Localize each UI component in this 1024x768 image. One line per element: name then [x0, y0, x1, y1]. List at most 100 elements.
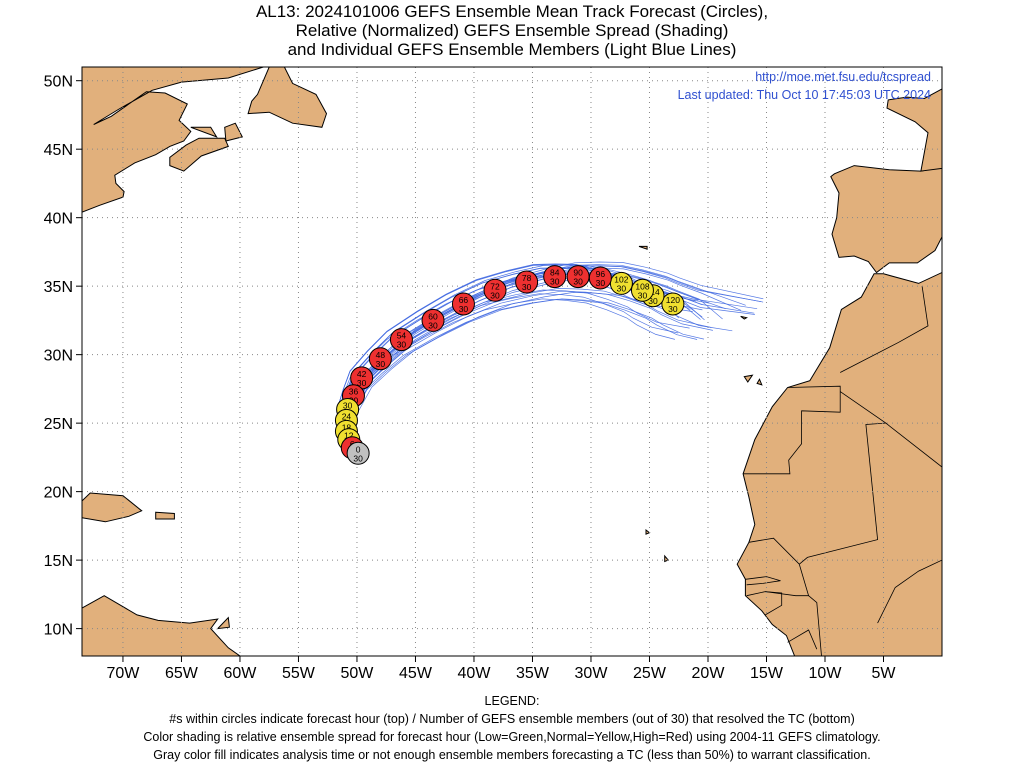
border-mauritania-senegal [748, 537, 800, 565]
x-tick-label: 45W [399, 665, 433, 682]
x-tick-label: 65W [165, 665, 199, 682]
madeira [740, 315, 748, 320]
title-line-2: Relative (Normalized) GEFS Ensemble Spre… [295, 21, 729, 40]
member-count-label: 30 [490, 290, 500, 300]
member-count-label: 30 [357, 378, 367, 388]
newfoundland-landmass [247, 67, 328, 128]
legend-heading: LEGEND: [484, 694, 540, 708]
forecast-hour-label: 90 [573, 268, 583, 278]
forecast-circle [483, 278, 507, 302]
x-tick-label: 50W [341, 665, 375, 682]
forecast-hour-label: 30 [343, 400, 353, 410]
forecast-circle [421, 308, 445, 332]
x-tick-label: 30W [575, 665, 609, 682]
forecast-hour-label: 84 [550, 268, 560, 278]
y-tick-label: 10N [44, 622, 73, 639]
member-count-label: 30 [353, 453, 363, 463]
forecast-hour-label: 78 [522, 273, 532, 283]
border-guinea-bissau [746, 591, 783, 616]
forecast-hour-label: 96 [596, 269, 606, 279]
y-tick-label: 20N [44, 485, 73, 502]
hispaniola-landmass [82, 492, 143, 523]
forecast-hour-label: 48 [376, 350, 386, 360]
border-gambia [745, 576, 781, 586]
legend-line-gray: Gray color fill indicates analysis time … [153, 748, 871, 762]
forecast-circle [368, 347, 392, 371]
x-tick-label: 70W [106, 665, 140, 682]
x-tick-label: 20W [692, 665, 726, 682]
x-tick-label: 5W [871, 665, 896, 682]
x-tick-label: 40W [458, 665, 492, 682]
forecast-hour-label: 12 [344, 431, 354, 441]
y-tick-label: 15N [44, 553, 73, 570]
member-count-label: 30 [376, 359, 386, 369]
member-count-label: 30 [459, 304, 469, 314]
source-url[interactable]: http://moe.met.fsu.edu/tcspread [755, 70, 931, 84]
member-count-label: 30 [617, 283, 627, 293]
y-tick-label: 45N [44, 142, 73, 159]
member-count-label: 30 [573, 277, 583, 287]
iberia-landmass [830, 165, 942, 274]
border-western-sahara [743, 385, 841, 475]
france-landmass [886, 88, 942, 172]
pei-landmass [190, 126, 218, 138]
border-mauritania-mali [799, 391, 887, 565]
y-tick-label: 50N [44, 74, 73, 91]
map-frame [81, 66, 943, 657]
land-layer [82, 67, 942, 656]
member-count-label: 30 [428, 320, 438, 330]
azores-sao-miguel [638, 245, 648, 250]
forecast-circle [630, 278, 654, 302]
member-count-label: 30 [522, 282, 532, 292]
tenerife [743, 374, 754, 383]
forecast-hour-label: 108 [635, 281, 649, 291]
forecast-circle [389, 328, 413, 352]
x-tick-label: 55W [282, 665, 316, 682]
chart-title: AL13: 2024101006 GEFS Ensemble Mean Trac… [0, 2, 1024, 59]
forecast-hour-label: 18 [342, 422, 352, 432]
cape-verde-santo-antao [645, 528, 651, 535]
member-count-label: 30 [397, 340, 407, 350]
trinidad-landmass [216, 616, 230, 630]
legend-line-shading: Color shading is relative ensemble sprea… [143, 730, 881, 744]
member-count-label: 30 [638, 290, 648, 300]
mean-track-points: 1203011430108301023096309030843078307230… [334, 265, 685, 465]
title-line-1: AL13: 2024101006 GEFS Ensemble Mean Trac… [255, 2, 769, 21]
y-tick-label: 40N [44, 211, 73, 228]
border-senegal-mali [798, 564, 809, 596]
border-algeria-mali [885, 422, 942, 468]
legend-line-circles: #s within circles indicate forecast hour… [169, 712, 855, 726]
forecast-circle [543, 265, 567, 289]
nova-scotia-landmass [169, 137, 229, 172]
x-tick-label: 35W [516, 665, 550, 682]
border-mali-burkina [877, 559, 942, 624]
forecast-hour-label: 42 [357, 369, 367, 379]
border-morocco-algeria [840, 286, 929, 373]
forecast-hour-label: 66 [459, 295, 469, 305]
forecast-hour-label: 24 [342, 411, 352, 421]
axes: 70W 65W 60W 55W 50W 45W 40W 35W 30W 25W 20W 15W 10W 5… [44, 74, 897, 682]
forecast-circle [346, 441, 370, 465]
last-updated: Last updated: Thu Oct 10 17:45:03 UTC 20… [678, 88, 931, 102]
graticule [82, 67, 942, 656]
x-tick-label: 10W [809, 665, 843, 682]
border-sierra-leone [787, 629, 818, 650]
y-tick-label: 30N [44, 348, 73, 365]
forecast-hour-label: 54 [397, 331, 407, 341]
north-america-landmass [82, 67, 264, 213]
forecast-hour-label: 72 [490, 281, 500, 291]
puerto-rico-landmass [155, 511, 175, 520]
forecast-hour-label: 60 [428, 311, 438, 321]
forecast-circle [661, 292, 685, 316]
